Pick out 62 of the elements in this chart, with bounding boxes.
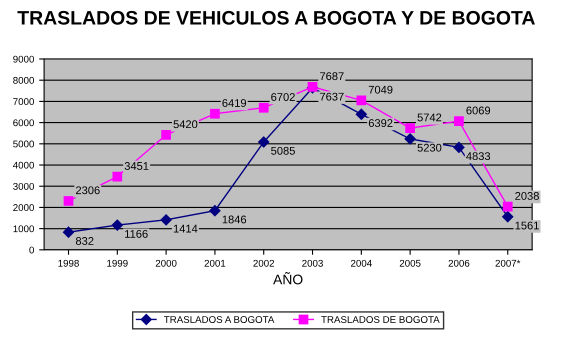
legend-label: TRASLADOS DE BOGOTA [321,316,440,323]
y-tick-label: 9000 [13,56,34,63]
data-label: 7049 [368,86,392,94]
data-label: 1846 [222,216,246,224]
point [160,214,172,226]
data-label: 7637 [320,92,344,101]
x-axis-title: AÑO [273,272,303,284]
point [502,211,514,222]
point [356,108,367,120]
x-tick-label: 2003 [302,260,323,267]
data-label: 5420 [174,120,198,128]
x-tick-label: 2004 [351,260,372,267]
data-label: 832 [76,237,94,245]
data-label: 5742 [418,113,442,122]
point [210,108,220,119]
data-label: 1561 [516,222,539,230]
point [161,130,171,140]
point [258,102,269,113]
point [453,142,465,153]
data-label: 5085 [271,146,295,155]
data-label: 1166 [125,230,148,238]
x-tick-label: 1998 [58,260,79,267]
y-tick-label: 1000 [13,225,34,232]
x-tick-label: 1999 [107,260,128,267]
y-tick-label: 6000 [13,119,34,126]
point [502,202,513,212]
chart-title: TRASLADOS DE VEHICULOS A BOGOTA Y DE BOGOTA [17,10,535,25]
point [62,226,74,238]
x-tick-label: 2006 [448,260,470,267]
point [404,133,416,145]
y-tick-label: 8000 [13,76,34,84]
x-tick-label: 2001 [204,260,226,267]
y-tick-label: 3000 [13,182,34,190]
data-label: 5230 [418,144,442,152]
point [64,196,74,206]
y-tick-label: 0 [29,246,34,254]
data-label: 4833 [466,152,490,160]
x-tick-label: 2002 [253,260,274,267]
y-tick-label: 2000 [13,204,34,212]
x-tick-label: 2005 [400,260,421,267]
point [454,116,464,126]
x-tick-label: 2000 [156,260,177,267]
data-label: 6069 [466,106,490,114]
data-label: 6419 [222,99,246,107]
data-label: 6392 [368,119,392,127]
data-label: 3451 [124,162,148,170]
data-label: 6702 [271,93,295,101]
point [209,205,221,216]
y-tick-label: 5000 [13,140,34,148]
y-tick-label: 4000 [12,162,34,169]
data-label: 7687 [320,72,344,80]
point [112,172,122,182]
y-tick-label: 7000 [13,98,34,106]
point [405,123,415,133]
point [258,136,270,148]
data-label: 1414 [174,224,198,232]
legend-label: TRASLADOS A BOGOTA [164,316,274,323]
point [356,96,366,106]
data-label: 2038 [515,192,539,200]
point [112,220,123,231]
data-label: 2306 [76,186,100,194]
x-tick-label: 2007* [496,260,520,267]
